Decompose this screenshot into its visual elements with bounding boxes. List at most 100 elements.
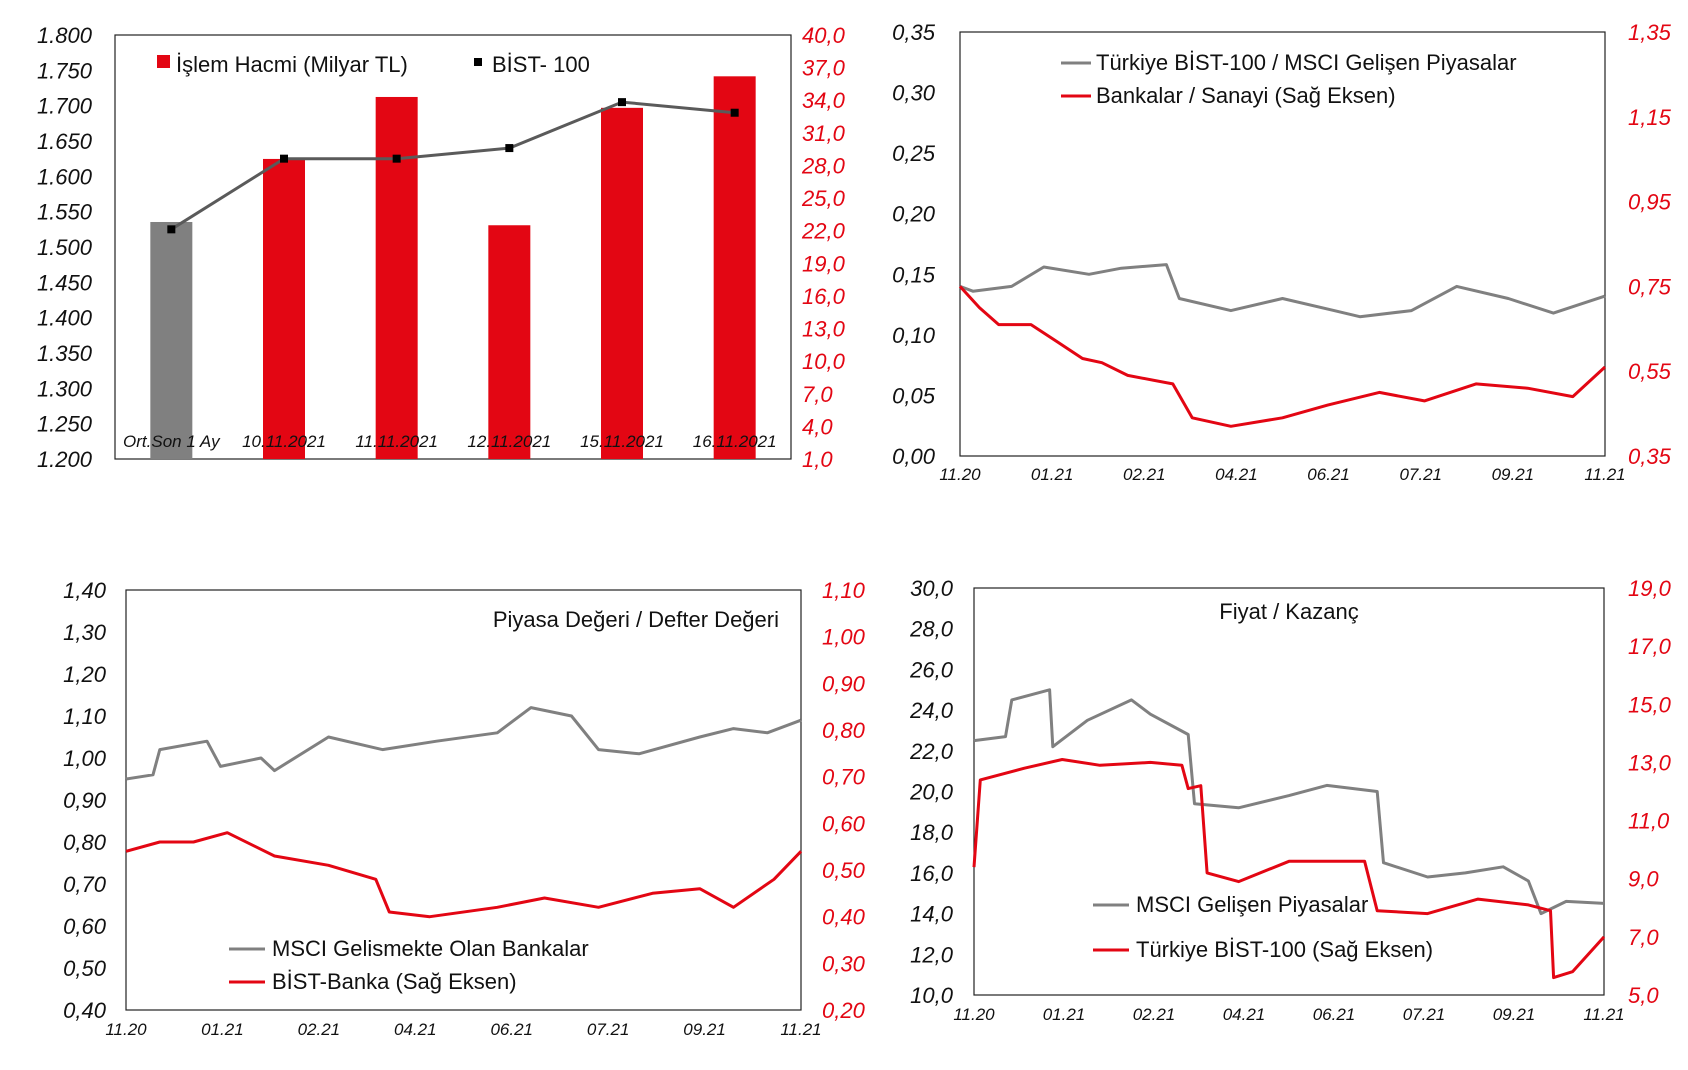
c1-y-left-tick: 1.550 (37, 200, 93, 225)
c3-y-right-tick: 0,90 (822, 671, 866, 696)
c2-y-left-tick: 0,20 (892, 202, 936, 227)
c1-y-left-tick: 1.350 (37, 341, 93, 366)
c4-y-right-tick: 9,0 (1628, 867, 1659, 892)
c2-y-right-tick: 1,15 (1628, 105, 1672, 130)
c4-x-tick: 04.21 (1223, 1005, 1266, 1024)
c1-y-left-tick: 1.250 (37, 412, 93, 437)
c4-x-tick: 07.21 (1403, 1005, 1446, 1024)
c2-x-tick: 11.20 (939, 465, 981, 484)
c4-x-tick: 01.21 (1043, 1005, 1086, 1024)
c3-x-tick: 07.21 (587, 1020, 630, 1039)
c2-x-tick: 01.21 (1031, 465, 1074, 484)
c2-x-tick: 07.21 (1399, 465, 1442, 484)
c1-y-left-tick: 1.300 (37, 376, 93, 401)
c4-series-0-line (973, 688, 1605, 916)
c1-bist-marker (618, 98, 626, 107)
c1-y-right-tick: 19,0 (802, 251, 846, 276)
c3-y-right-tick: 0,70 (822, 765, 866, 790)
c1-y-right-tick: 22,0 (801, 219, 846, 244)
c3-legend-bist-bank: BİST-Banka (Sağ Eksen) (272, 969, 517, 994)
c4-legend-bist100: Türkiye BİST-100 (Sağ Eksen) (1136, 937, 1433, 962)
c3-y-right-tick: 0,60 (822, 811, 866, 836)
c2-y-right-tick: 0,75 (1628, 274, 1672, 299)
c3-x-tick: 06.21 (490, 1020, 533, 1039)
c1-y-right-tick: 34,0 (802, 88, 846, 113)
c2-y-right-tick: 0,35 (1628, 444, 1672, 469)
c1-bar (150, 221, 193, 459)
c2-legend-bank-industry: Bankalar / Sanayi (Sağ Eksen) (1096, 83, 1396, 108)
c1-y-right-tick: 13,0 (802, 317, 846, 342)
c4-y-left-tick: 14,0 (910, 902, 954, 927)
c4-x-tick: 09.21 (1493, 1005, 1536, 1024)
c4-y-right-tick: 17,0 (1628, 634, 1672, 659)
c2-x-tick: 04.21 (1215, 465, 1258, 484)
c3-y-right-tick: 0,50 (822, 858, 866, 883)
bist-msci-ratio-chart: 0,00 0,05 0,10 0,15 0,20 0,25 0,30 0,35 0,35 0,5… (892, 20, 1671, 484)
c1-bar (488, 225, 531, 459)
c3-y-left-tick: 0,60 (63, 914, 107, 939)
c4-title: Fiyat / Kazanç (1219, 599, 1358, 624)
c4-y-left-tick: 18,0 (910, 820, 954, 845)
c3-x-tick: 01.21 (201, 1020, 244, 1039)
c4-x-tick: 11.20 (953, 1005, 995, 1024)
c2-plot-frame (959, 31, 1606, 457)
c3-series-0-line (125, 706, 802, 781)
c3-y-left-tick: 1,40 (63, 578, 107, 603)
c4-y-left-tick: 26,0 (909, 657, 954, 682)
c3-x-tick: 02.21 (298, 1020, 341, 1039)
c1-plot-frame (114, 34, 792, 460)
c4-y-right-tick: 13,0 (1628, 750, 1672, 775)
c1-y-left-tick: 1.800 (37, 23, 93, 48)
c3-y-left-tick: 0,70 (63, 872, 107, 897)
c4-y-right-tick: 7,0 (1628, 925, 1659, 950)
c3-y-right-tick: 0,80 (822, 718, 866, 743)
c1-bist-marker (167, 225, 176, 234)
c3-x-tick: 04.21 (394, 1020, 437, 1039)
c3-series-1-line (125, 831, 803, 919)
c1-bist-marker (280, 154, 288, 163)
c2-y-right-tick: 0,55 (1628, 359, 1672, 384)
c3-y-left-tick: 1,00 (63, 746, 107, 771)
c1-x-tick: 12.11.2021 (467, 432, 551, 451)
c1-bist-marker (730, 108, 739, 117)
c2-x-tick: 09.21 (1492, 465, 1535, 484)
c1-x-tick: Ort.Son 1 Ay (123, 432, 221, 451)
c4-x-tick: 06.21 (1313, 1005, 1356, 1024)
c4-y-left-tick: 20,0 (909, 780, 954, 805)
c2-y-left-tick: 0,10 (892, 323, 936, 348)
c1-y-left-tick: 1.500 (37, 235, 93, 260)
c3-y-left-tick: 0,40 (63, 998, 107, 1023)
c1-legend-line-marker (474, 58, 482, 66)
c4-y-left-tick: 24,0 (909, 698, 954, 723)
c2-y-left-tick: 0,15 (892, 262, 936, 287)
c3-y-left-tick: 0,50 (63, 956, 107, 981)
c4-y-right-tick: 5,0 (1628, 983, 1659, 1008)
c3-y-left-tick: 1,10 (63, 704, 107, 729)
c3-x-tick: 09.21 (683, 1020, 726, 1039)
c4-y-left-tick: 30,0 (910, 576, 954, 601)
c2-y-left-tick: 0,00 (892, 444, 936, 469)
c3-y-right-tick: 0,30 (822, 951, 866, 976)
c1-x-tick: 16.11.2021 (693, 432, 777, 451)
c2-x-tick: 11.21 (1584, 465, 1625, 484)
c1-y-left-tick: 1.650 (37, 129, 93, 154)
pe-ratio-chart: 10,0 12,0 14,0 16,0 18,0 20,0 22,0 24,0 26,0 28,0… (909, 576, 1671, 1024)
c1-x-tick: 10.11.2021 (242, 432, 326, 451)
c1-y-right-tick: 37,0 (802, 56, 846, 81)
c4-legend-msci-em: MSCI Gelişen Piyasalar (1136, 892, 1368, 917)
c2-y-right-tick: 1,35 (1628, 20, 1672, 45)
c4-series-1-line (972, 758, 1606, 980)
c3-y-left-tick: 0,90 (63, 788, 107, 813)
c3-y-right-tick: 1,10 (822, 578, 866, 603)
c4-y-right-tick: 11,0 (1628, 809, 1670, 834)
c1-y-left-tick: 1.700 (37, 94, 93, 119)
c1-x-tick: 11.11.2021 (355, 432, 438, 451)
c3-title: Piyasa Değeri / Defter Değeri (493, 607, 779, 632)
c4-y-left-tick: 22,0 (909, 739, 954, 764)
c1-x-tick: 15.11.2021 (580, 432, 664, 451)
c1-y-right-tick: 1,0 (802, 447, 833, 472)
volume-bist-chart: 1.200 1.250 1.300 1.350 1.400 1.450 1.500 1.550… (37, 23, 846, 472)
c4-y-left-tick: 16,0 (910, 861, 954, 886)
c3-y-left-tick: 1,20 (63, 662, 107, 687)
